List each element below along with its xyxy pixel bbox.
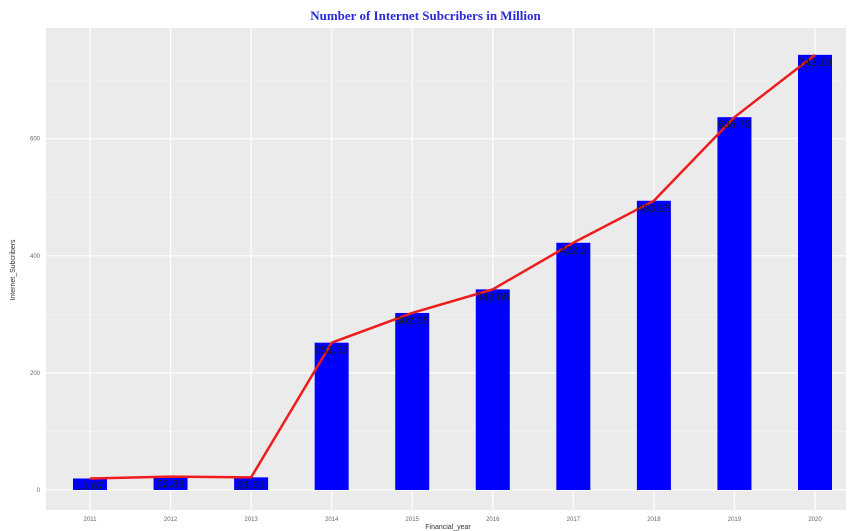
data-label-2011: 19.67 bbox=[76, 480, 104, 492]
data-label-2019: 636.73 bbox=[718, 119, 752, 131]
y-axis-title: Internet_Subcribers bbox=[10, 239, 17, 301]
x-axis-ticks: 2011 2012 2013 2014 2015 2016 2017 2018 2019 2020 bbox=[84, 517, 823, 523]
data-label-2017: 422.2 bbox=[560, 245, 588, 257]
bars bbox=[73, 54, 832, 490]
data-labels: 19.67 22.86 21.61 251.59 302.35 342.65 422.2 49… bbox=[76, 57, 832, 493]
plot-panel bbox=[46, 28, 846, 510]
data-label-2012: 22.86 bbox=[157, 479, 185, 491]
bar-2017 bbox=[556, 242, 591, 490]
bar-2013 bbox=[234, 477, 269, 490]
y-axis-ticks: 0 200 400 600 bbox=[30, 137, 41, 494]
y-tick-label: 400 bbox=[30, 254, 41, 260]
data-label-2020: 743.19 bbox=[798, 57, 832, 69]
chart-title: Number of Internet Subcribers in Million bbox=[310, 8, 541, 23]
bar-2019 bbox=[717, 117, 752, 490]
x-tick-label: 2011 bbox=[84, 517, 98, 523]
data-label-2013: 21.61 bbox=[237, 479, 265, 491]
trend-line bbox=[89, 53, 816, 480]
y-tick-label: 600 bbox=[30, 137, 41, 143]
x-tick-label: 2018 bbox=[647, 517, 661, 523]
x-tick-label: 2015 bbox=[406, 517, 420, 523]
bar-2011 bbox=[73, 478, 107, 490]
data-label-2016: 342.65 bbox=[476, 291, 510, 303]
bar-2014 bbox=[314, 342, 349, 490]
y-tick-label: 200 bbox=[30, 371, 41, 377]
x-tick-label: 2013 bbox=[244, 517, 258, 523]
x-tick-label: 2014 bbox=[325, 517, 339, 523]
x-tick-label: 2017 bbox=[567, 517, 581, 523]
bar-2018 bbox=[636, 200, 671, 490]
x-tick-label: 2020 bbox=[808, 517, 822, 523]
x-tick-label: 2016 bbox=[486, 517, 500, 523]
data-label-2018: 493.95 bbox=[637, 203, 671, 215]
x-axis-title: Financial_year bbox=[425, 524, 471, 531]
x-tick-label: 2012 bbox=[164, 517, 178, 523]
data-label-2015: 302.35 bbox=[395, 315, 429, 327]
bar-2015 bbox=[395, 312, 430, 490]
bar-2020 bbox=[798, 54, 832, 490]
data-label-2014: 251.59 bbox=[315, 345, 349, 357]
bar-2016 bbox=[475, 289, 510, 490]
y-tick-label: 0 bbox=[37, 488, 41, 494]
bar-2012 bbox=[153, 476, 188, 490]
x-tick-label: 2019 bbox=[728, 517, 742, 523]
